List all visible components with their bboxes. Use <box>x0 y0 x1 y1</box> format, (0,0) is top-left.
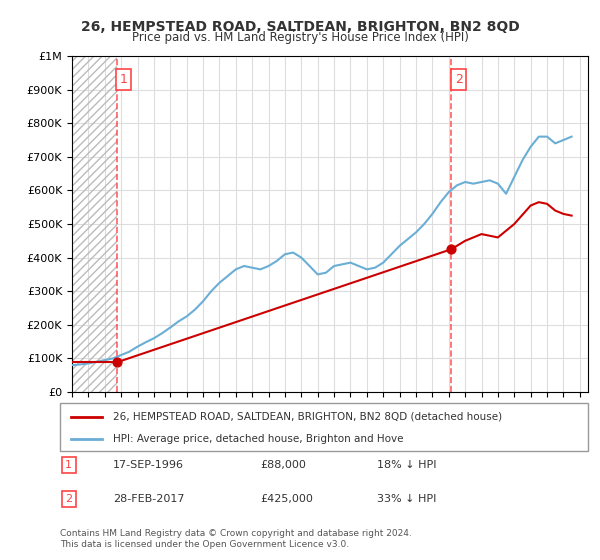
Text: Contains HM Land Registry data © Crown copyright and database right 2024.
This d: Contains HM Land Registry data © Crown c… <box>60 529 412 549</box>
Text: 1: 1 <box>65 460 72 470</box>
Text: 26, HEMPSTEAD ROAD, SALTDEAN, BRIGHTON, BN2 8QD: 26, HEMPSTEAD ROAD, SALTDEAN, BRIGHTON, … <box>80 20 520 34</box>
Text: 28-FEB-2017: 28-FEB-2017 <box>113 494 184 504</box>
Text: 33% ↓ HPI: 33% ↓ HPI <box>377 494 436 504</box>
Text: HPI: Average price, detached house, Brighton and Hove: HPI: Average price, detached house, Brig… <box>113 434 403 444</box>
Point <box>446 245 456 254</box>
Text: 2: 2 <box>455 73 463 86</box>
Text: 18% ↓ HPI: 18% ↓ HPI <box>377 460 436 470</box>
Text: 1: 1 <box>120 73 128 86</box>
Text: £88,000: £88,000 <box>260 460 307 470</box>
Text: 2: 2 <box>65 494 73 504</box>
Point <box>112 358 121 367</box>
Text: Price paid vs. HM Land Registry's House Price Index (HPI): Price paid vs. HM Land Registry's House … <box>131 31 469 44</box>
Text: 17-SEP-1996: 17-SEP-1996 <box>113 460 184 470</box>
FancyBboxPatch shape <box>60 403 588 451</box>
Text: £425,000: £425,000 <box>260 494 314 504</box>
Text: 26, HEMPSTEAD ROAD, SALTDEAN, BRIGHTON, BN2 8QD (detached house): 26, HEMPSTEAD ROAD, SALTDEAN, BRIGHTON, … <box>113 412 502 422</box>
